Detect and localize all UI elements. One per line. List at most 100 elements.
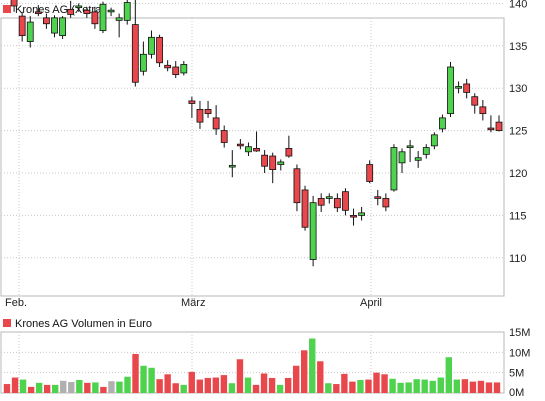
volume-bar (252, 384, 260, 393)
candle (156, 34, 163, 67)
candle (471, 93, 479, 114)
candle-body (43, 17, 50, 25)
candle (261, 150, 269, 173)
candle-body (188, 100, 196, 104)
volume-bar (292, 365, 300, 393)
candle (414, 150, 422, 168)
volume-bar (309, 338, 316, 393)
x-label-maerz: März (181, 297, 205, 309)
volume-bar (84, 382, 91, 393)
volume-bar (405, 382, 412, 393)
volume-bar (357, 379, 364, 393)
volume-bar (236, 359, 244, 393)
volume-bar (325, 383, 332, 393)
candle-body (350, 214, 357, 218)
candle-body (277, 161, 285, 165)
candle-body (196, 109, 204, 123)
candle-body (285, 148, 293, 157)
candle-body (10, 0, 18, 7)
volume-bar (212, 377, 220, 393)
candle-body (382, 198, 390, 208)
candle (439, 114, 446, 133)
volume-bar (373, 372, 380, 393)
candle-body (269, 155, 277, 171)
candle-body (115, 17, 123, 21)
candle-body (430, 134, 438, 147)
candle-body (253, 148, 260, 152)
candle (285, 135, 293, 158)
volume-bar (341, 373, 348, 393)
candle-body (463, 83, 471, 93)
candle-body (156, 36, 163, 64)
volume-bar (244, 377, 252, 393)
volume-bar (469, 381, 477, 393)
candle-body (164, 64, 172, 69)
volume-y-tick-label: 15M (509, 327, 530, 339)
volume-bar (220, 375, 228, 393)
volume-bar (276, 384, 284, 393)
candle (204, 100, 212, 118)
volume-bar (365, 379, 372, 393)
candle-body (455, 86, 462, 89)
volume-bar (349, 381, 356, 393)
candle-body (123, 2, 131, 21)
volume-bar (333, 384, 340, 393)
candle-body (51, 17, 58, 34)
volume-bar (228, 383, 236, 393)
volume-bar (92, 382, 99, 393)
candle (342, 188, 349, 216)
candle (495, 115, 503, 132)
candle-body (447, 66, 454, 115)
candle (83, 6, 91, 18)
price-y-tick-label: 130 (509, 83, 527, 95)
volume-bar (132, 353, 139, 393)
candle-body (212, 117, 220, 130)
volume-bar (35, 382, 43, 393)
price-y-tick-label: 115 (509, 210, 527, 222)
price-y-axis: 110 115 120 125 130 135 140 (509, 0, 527, 265)
price-chart-title: Krones AG (Xetra) (15, 4, 105, 16)
candle-body (26, 21, 34, 42)
volume-bar (188, 371, 195, 393)
candle (447, 61, 454, 118)
candle (390, 144, 398, 192)
candle-body (261, 154, 269, 167)
candle (317, 193, 325, 213)
candle (43, 13, 50, 29)
volume-bar (429, 380, 436, 393)
candle (107, 7, 115, 17)
volume-bar (389, 378, 396, 393)
candle-body (293, 168, 301, 204)
candle (188, 96, 196, 118)
volume-bar (397, 382, 404, 393)
candle-body (342, 191, 349, 211)
candle-body (358, 212, 366, 216)
volume-bar (413, 379, 420, 393)
volume-bar (453, 379, 461, 393)
volume-bar (268, 377, 276, 393)
candle-body (220, 130, 228, 143)
candle (366, 160, 374, 184)
candle (350, 208, 357, 226)
candle-body (390, 147, 398, 191)
volume-bar (172, 383, 179, 393)
candle (10, 0, 18, 12)
candle-body (34, 11, 42, 14)
candle (26, 16, 34, 48)
candle (131, 0, 139, 87)
candle (220, 125, 228, 148)
volume-bar (27, 386, 35, 393)
candle (212, 105, 220, 135)
volume-bar (19, 379, 27, 393)
volume-bar (196, 379, 203, 393)
candle (245, 142, 252, 157)
price-plot-frame (0, 17, 505, 297)
candle (309, 195, 317, 267)
volume-bar (204, 377, 212, 393)
candle-body (172, 66, 180, 76)
price-y-tick-label: 140 (509, 0, 527, 10)
candle-body (406, 145, 414, 148)
candle (164, 60, 172, 72)
candle-body (67, 8, 75, 15)
